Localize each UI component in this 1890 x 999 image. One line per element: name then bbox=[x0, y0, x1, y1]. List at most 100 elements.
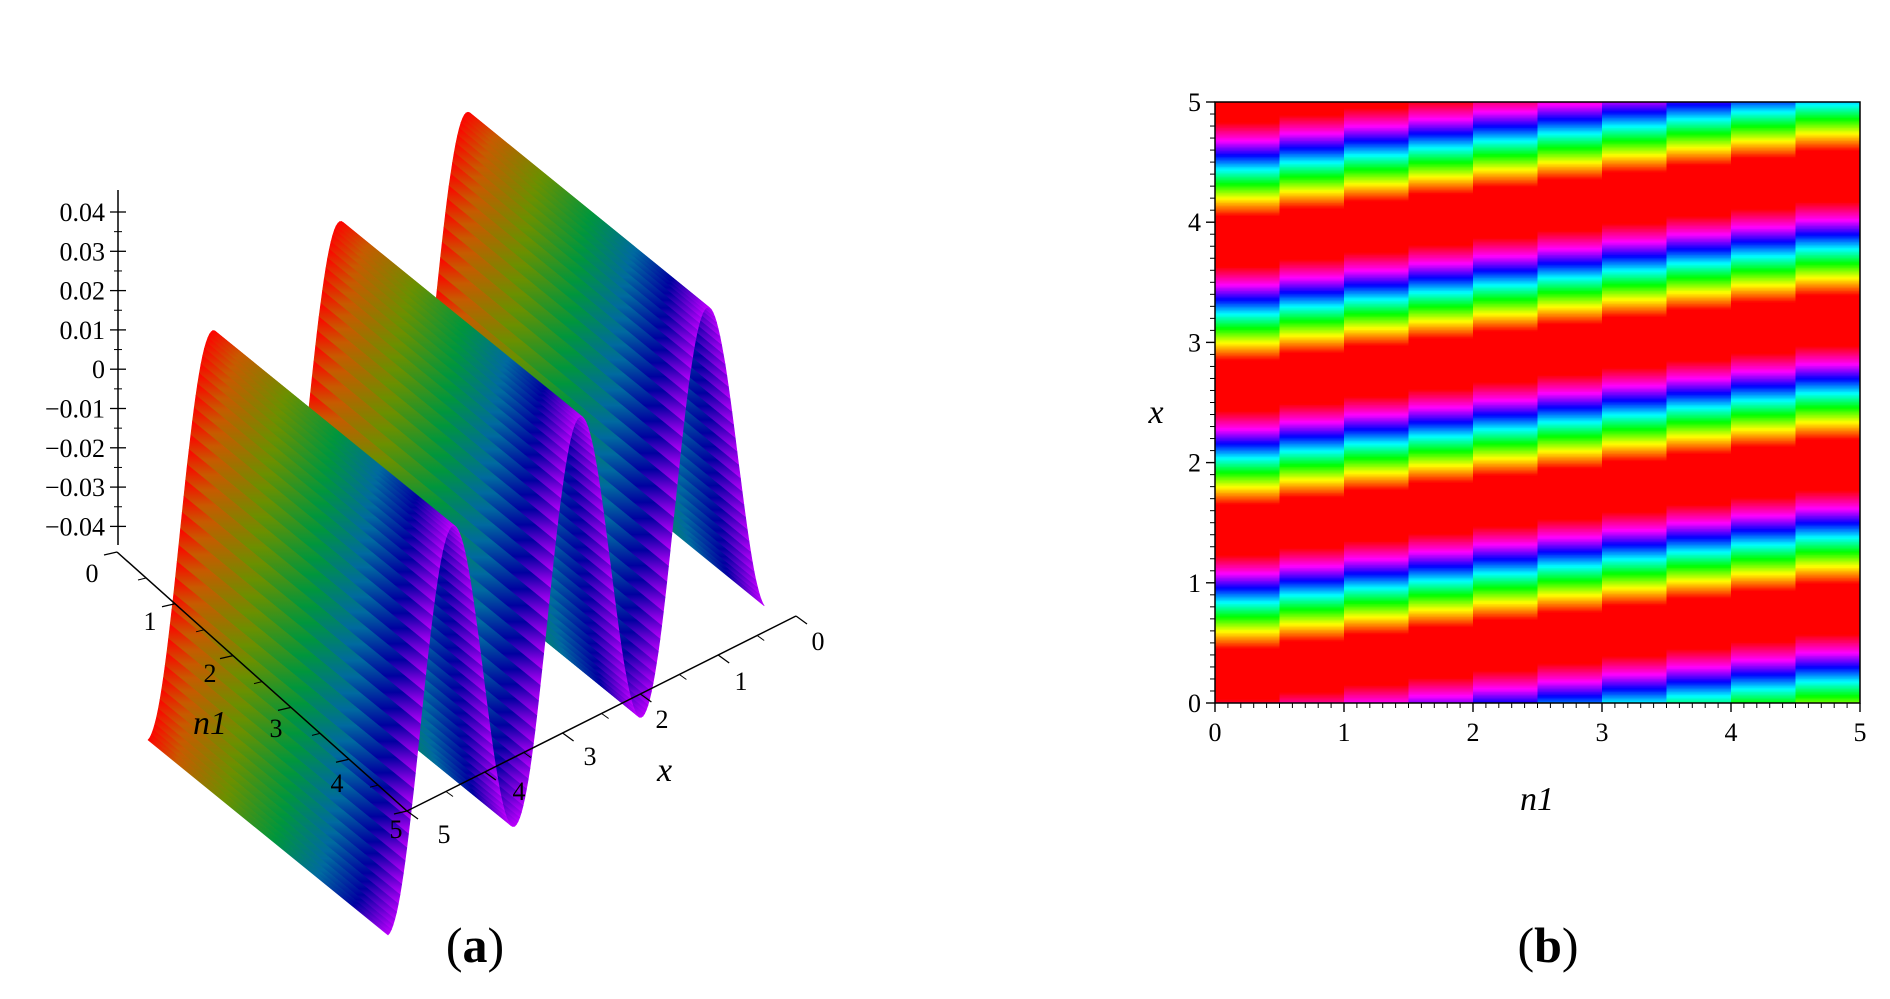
heatmap-cell bbox=[1666, 403, 1732, 405]
heatmap-cell bbox=[1408, 150, 1474, 153]
heatmap-cell bbox=[1344, 713, 1409, 715]
heatmap-cell bbox=[1408, 224, 1474, 227]
heatmap-cell bbox=[1408, 681, 1474, 684]
heatmap-cell bbox=[1344, 315, 1410, 317]
heatmap-cell bbox=[1731, 570, 1797, 573]
heatmap-cell bbox=[1602, 136, 1668, 139]
heatmap-cell bbox=[1666, 227, 1732, 229]
heatmap-cell bbox=[1409, 733, 1474, 735]
heatmap-cell bbox=[1731, 216, 1797, 219]
heatmap-cell bbox=[1602, 232, 1668, 235]
heatmap-cell bbox=[1602, 227, 1668, 229]
heatmap-cell bbox=[1473, 343, 1539, 346]
heatmap-cell bbox=[1666, 162, 1732, 165]
heatmap-cell bbox=[1215, 66, 1280, 68]
heatmap-cell bbox=[1279, 685, 1345, 688]
heatmap-cell bbox=[1215, 359, 1281, 362]
heatmap-cell bbox=[1215, 768, 1280, 770]
heatmap-cell bbox=[1537, 342, 1603, 345]
heatmap-cell bbox=[1731, 557, 1797, 560]
heatmap-cell bbox=[1731, 692, 1797, 695]
heatmap-cell bbox=[1731, 403, 1797, 405]
heatmap-cell bbox=[1731, 250, 1797, 253]
heatmap-cell bbox=[1537, 369, 1603, 372]
heatmap-cell bbox=[1602, 628, 1668, 630]
heatmap-cell bbox=[1666, 159, 1732, 162]
heatmap-cell bbox=[1731, 64, 1796, 66]
heatmap-cell bbox=[1344, 283, 1410, 286]
heatmap-cell bbox=[1344, 332, 1410, 335]
heatmap-cell bbox=[1731, 524, 1797, 527]
heatmap-cell bbox=[1215, 440, 1281, 443]
heatmap-cell bbox=[1731, 186, 1797, 189]
heatmap-cell bbox=[1408, 117, 1474, 120]
heatmap-cell bbox=[1602, 241, 1668, 244]
heatmap-cell bbox=[1279, 264, 1345, 267]
heatmap-cell bbox=[1667, 709, 1732, 711]
heatmap-cell bbox=[1215, 188, 1281, 191]
heatmap-cell bbox=[1537, 646, 1603, 649]
heatmap-cell bbox=[1667, 68, 1732, 70]
heatmap-cell bbox=[1344, 443, 1410, 446]
heatmap-cell bbox=[1279, 478, 1345, 480]
heatmap-cell bbox=[1666, 304, 1732, 307]
heatmap-cell bbox=[1344, 87, 1409, 89]
heatmap-cell bbox=[1666, 669, 1732, 672]
heatmap-cell bbox=[1473, 771, 1538, 773]
heatmap-cell bbox=[1215, 195, 1281, 198]
heatmap-cell bbox=[1215, 715, 1280, 717]
heatmap-cell bbox=[1602, 198, 1668, 201]
heatmap-cell bbox=[1666, 460, 1732, 463]
heatmap-cell bbox=[1731, 169, 1797, 172]
heatmap-cell bbox=[1667, 61, 1732, 63]
heatmap-cell bbox=[1408, 586, 1474, 589]
heatmap-cell bbox=[1344, 205, 1410, 208]
heatmap-cell bbox=[1215, 472, 1281, 475]
heatmap-cell bbox=[1408, 599, 1474, 602]
heatmap-cell bbox=[1537, 666, 1603, 669]
heatmap-cell bbox=[1408, 291, 1474, 294]
heatmap-cell bbox=[1666, 154, 1732, 157]
heatmap-cell bbox=[1473, 323, 1539, 326]
heatmap-cell bbox=[1602, 463, 1668, 466]
heatmap-cell bbox=[1537, 541, 1603, 544]
heatmap-cell bbox=[1731, 454, 1797, 457]
heatmap-cell bbox=[1279, 348, 1345, 351]
heatmap-cell bbox=[1279, 381, 1345, 384]
heatmap-cell bbox=[1408, 189, 1474, 192]
heatmap-cell bbox=[1537, 630, 1603, 633]
heatmap-cell bbox=[1602, 166, 1668, 169]
heatmap-cell bbox=[1279, 237, 1345, 240]
heatmap-cell bbox=[1279, 312, 1345, 315]
heatmap-cell bbox=[1344, 771, 1409, 773]
heatmap-cell bbox=[1408, 662, 1474, 665]
heatmap-cell bbox=[1602, 390, 1668, 392]
heatmap-cell bbox=[1215, 281, 1281, 284]
heatmap-cell bbox=[1473, 499, 1539, 502]
n1-tick bbox=[277, 706, 292, 712]
heatmap-cell bbox=[1731, 188, 1797, 191]
heatmap-cell bbox=[1602, 687, 1668, 690]
heatmap-cell bbox=[1731, 241, 1797, 244]
heatmap-cell bbox=[1602, 395, 1668, 398]
heatmap-cell bbox=[1731, 286, 1797, 289]
heatmap-cell bbox=[1537, 218, 1603, 221]
heatmap-cell bbox=[1280, 74, 1345, 76]
heatmap-cell bbox=[1344, 178, 1410, 180]
heatmap-cell bbox=[1731, 475, 1797, 478]
heatmap-cell bbox=[1666, 589, 1732, 592]
heatmap-cell bbox=[1408, 163, 1474, 166]
heatmap-cell bbox=[1666, 541, 1732, 544]
heatmap-cell bbox=[1602, 679, 1668, 682]
heatmap-cell bbox=[1344, 437, 1410, 440]
heatmap-cell bbox=[1537, 182, 1603, 185]
heatmap-cell bbox=[1537, 149, 1603, 152]
heatmap-cell bbox=[1602, 144, 1668, 147]
heatmap-cell bbox=[1280, 34, 1345, 36]
heatmap-cell bbox=[1215, 323, 1281, 326]
heatmap-cell bbox=[1279, 103, 1345, 105]
heatmap-cell bbox=[1602, 723, 1667, 725]
heatmap-cell bbox=[1409, 34, 1474, 36]
heatmap-cell bbox=[1602, 40, 1667, 42]
heatmap-cell bbox=[1666, 387, 1732, 390]
